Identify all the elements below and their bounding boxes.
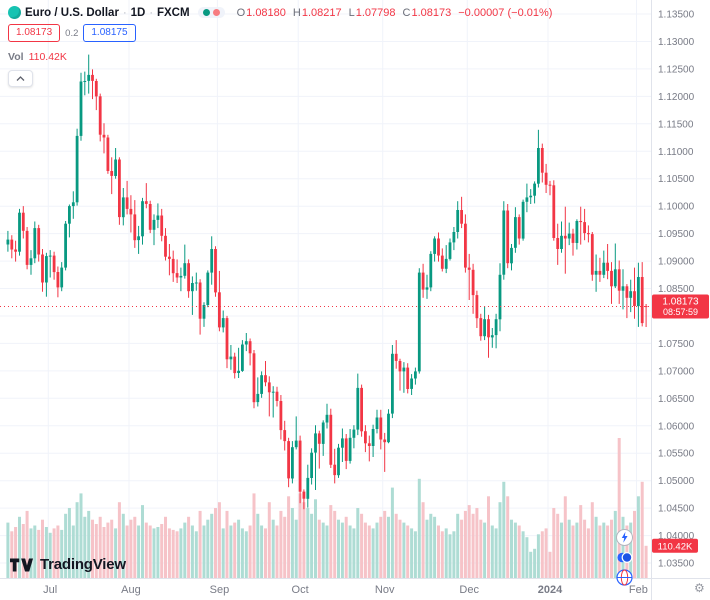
price-axis-label: 1.11500 (658, 119, 694, 130)
open-value: 1.08180 (246, 6, 286, 19)
price-axis-label: 1.06500 (658, 394, 695, 405)
price-axis-label: 1.11000 (658, 147, 694, 158)
legend-collapse-button[interactable] (8, 70, 33, 87)
grid-layer (0, 0, 651, 578)
exchange-label[interactable]: FXCM (156, 6, 190, 19)
bar-countdown: 08:57:59 (663, 307, 698, 317)
time-axis-label: 2024 (538, 584, 563, 596)
time-axis[interactable]: Jul Aug Sep Oct Nov Dec 2024 Feb (0, 578, 710, 600)
legend-separator: · (122, 6, 127, 19)
time-axis-label: Sep (210, 584, 230, 596)
price-axis-label: 1.13000 (658, 37, 695, 48)
globe-icon (616, 569, 633, 586)
up-dot-icon (202, 9, 210, 16)
tradingview-logo[interactable]: TradingView (10, 556, 126, 573)
high-value: 1.08217 (301, 6, 342, 19)
legend-separator: · (149, 6, 153, 19)
legend-main-row: Euro / U.S. Dollar · 1D · FXCM O 1.08180 … (8, 6, 552, 19)
close-label: C (402, 6, 411, 19)
time-axis-label: Dec (459, 584, 479, 596)
time-axis-label: Nov (375, 584, 395, 596)
price-axis-label: 1.07000 (658, 366, 695, 377)
chart-legend: Euro / U.S. Dollar · 1D · FXCM O 1.08180 … (8, 6, 552, 87)
change-value: −0.00007 (−0.01%) (458, 6, 553, 19)
flash-alerts-button[interactable] (615, 528, 634, 547)
price-axis-label: 1.05500 (658, 449, 695, 460)
open-label: O (236, 6, 246, 19)
chevron-up-icon (16, 75, 25, 81)
bid-ask-row: 1.08173 0.2 1.08175 (8, 24, 552, 42)
tradingview-logo-mark (10, 558, 34, 571)
tradingview-logo-text: TradingView (40, 556, 126, 573)
sell-bid-button[interactable]: 1.08173 (8, 24, 61, 42)
price-axis-label: 1.09000 (658, 257, 695, 268)
buy-ask-button[interactable]: 1.08175 (83, 24, 136, 42)
volume-indicator-label[interactable]: Vol (8, 51, 24, 63)
close-value: 1.08173 (411, 6, 452, 19)
volume-indicator-row: Vol 110.42K (8, 51, 552, 63)
price-axis-label: 1.10500 (658, 174, 695, 185)
symbol-logo-icon (8, 6, 21, 19)
compare-circles-button[interactable] (615, 548, 634, 567)
price-axis-label: 1.03500 (658, 559, 695, 570)
price-axis-label: 1.12000 (658, 92, 695, 103)
price-axis-label: 1.04000 (658, 531, 695, 542)
price-axis-label: 1.04500 (658, 504, 695, 515)
floating-toolbar (615, 528, 634, 587)
price-axis-label: 1.10000 (658, 202, 695, 213)
low-label: L (348, 6, 355, 19)
volume-indicator-value: 110.42K (28, 51, 67, 63)
down-dot-icon (212, 9, 220, 16)
price-axis-label: 1.06000 (658, 421, 695, 432)
price-axis-label: 1.12500 (658, 64, 695, 75)
volume-axis-badge: 110.42K (652, 538, 698, 553)
lightning-icon (616, 529, 633, 546)
market-status-toggle[interactable] (197, 7, 225, 18)
ohlc-values: O 1.08180 H 1.08217 L 1.07798 C 1.08173 −0.0… (237, 7, 553, 19)
candles-layer (6, 54, 648, 510)
time-axis-label: Oct (292, 584, 309, 596)
time-axis-label: Jul (43, 584, 57, 596)
price-axis-label: 1.05000 (658, 476, 695, 487)
time-axis-label: Aug (121, 584, 141, 596)
price-axis-label: 1.08500 (658, 284, 695, 295)
volume-layer (6, 438, 648, 579)
price-axis-label: 1.09500 (658, 229, 695, 240)
overlapping-circles-icon (617, 552, 633, 563)
time-axis-label: Feb (629, 584, 648, 596)
price-axis-label: 1.07500 (658, 339, 695, 350)
price-badge-value: 1.08173 (662, 297, 699, 308)
spread-value: 0.2 (65, 27, 79, 39)
symbol-title[interactable]: Euro / U.S. Dollar (25, 6, 119, 19)
svg-text:110.42K: 110.42K (658, 541, 693, 552)
interval-label[interactable]: 1D (130, 6, 146, 19)
price-axis-label: 1.13500 (658, 10, 695, 21)
high-label: H (292, 6, 301, 19)
axis-settings-icon[interactable]: ⚙ (694, 581, 705, 595)
low-value: 1.07798 (355, 6, 396, 19)
community-globe-button[interactable] (615, 568, 634, 587)
